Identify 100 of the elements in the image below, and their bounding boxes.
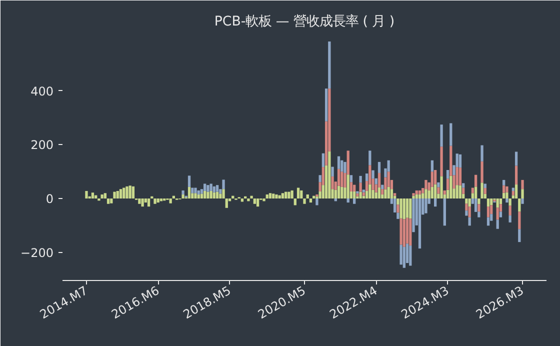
bar xyxy=(518,229,521,242)
bar xyxy=(400,198,402,218)
bar xyxy=(384,189,387,198)
bar xyxy=(506,198,508,203)
bar xyxy=(337,186,340,198)
bar xyxy=(216,192,219,198)
bar xyxy=(499,212,502,218)
bar xyxy=(225,198,228,208)
bar xyxy=(337,156,340,169)
bar xyxy=(446,178,450,190)
bar xyxy=(486,217,490,226)
bar xyxy=(456,185,458,198)
bar xyxy=(434,198,437,207)
bar xyxy=(340,172,344,187)
bar xyxy=(353,184,356,192)
bar xyxy=(400,218,402,245)
bar xyxy=(514,152,518,166)
bar xyxy=(272,194,275,198)
bar xyxy=(284,192,288,198)
bar xyxy=(182,194,184,198)
bar xyxy=(216,185,219,192)
bar xyxy=(106,198,110,204)
bar xyxy=(396,204,400,213)
bar xyxy=(309,198,312,203)
bar xyxy=(138,198,141,204)
bar xyxy=(353,192,356,198)
bar xyxy=(506,186,508,192)
bar xyxy=(372,170,374,179)
bar xyxy=(200,194,204,198)
y-tick-label: 0 xyxy=(46,192,54,206)
bar xyxy=(394,193,396,196)
bar xyxy=(141,198,144,207)
bar xyxy=(250,196,253,198)
bar xyxy=(490,198,493,206)
bar xyxy=(91,192,94,198)
bar xyxy=(430,172,434,187)
bar xyxy=(502,185,506,193)
bar xyxy=(337,168,340,186)
bar xyxy=(219,189,222,194)
bar xyxy=(406,218,409,244)
bar xyxy=(191,188,194,194)
bar xyxy=(212,186,216,192)
bar xyxy=(508,215,512,222)
bar xyxy=(462,183,465,188)
bar xyxy=(450,123,452,146)
bar xyxy=(468,198,471,207)
bar xyxy=(368,184,372,198)
bar xyxy=(521,189,524,198)
bar xyxy=(182,190,184,194)
bar xyxy=(210,190,212,198)
bar xyxy=(331,176,334,190)
bar xyxy=(194,193,197,198)
bar xyxy=(415,194,418,198)
bar xyxy=(212,192,216,198)
bar xyxy=(222,189,225,198)
bar xyxy=(508,198,512,206)
bar xyxy=(197,190,200,194)
bar xyxy=(387,186,390,198)
bar xyxy=(443,190,446,194)
bar xyxy=(362,192,365,196)
bar xyxy=(362,190,365,192)
bar xyxy=(378,187,381,198)
bar xyxy=(402,246,406,268)
bar xyxy=(471,188,474,194)
bar xyxy=(346,198,350,203)
bar xyxy=(316,198,318,206)
bar xyxy=(147,198,150,207)
bar xyxy=(484,188,486,194)
bar xyxy=(486,198,490,207)
bar xyxy=(110,198,113,204)
bar xyxy=(353,198,356,204)
bar xyxy=(458,154,462,168)
bar xyxy=(521,198,524,204)
bar xyxy=(262,198,266,202)
bar xyxy=(132,186,135,198)
bar xyxy=(300,190,303,198)
bar xyxy=(440,146,443,176)
bar xyxy=(206,192,210,198)
bar xyxy=(390,189,394,198)
bar xyxy=(424,180,428,190)
bar xyxy=(440,176,443,198)
bar xyxy=(268,193,272,198)
bar xyxy=(387,172,390,187)
bar xyxy=(512,190,514,196)
bar xyxy=(468,206,471,218)
y-tick-label: −200 xyxy=(20,246,54,260)
bar xyxy=(100,194,104,198)
bar xyxy=(400,244,402,265)
bar xyxy=(247,198,250,202)
bar xyxy=(412,198,415,232)
bar xyxy=(206,185,210,192)
bar xyxy=(502,192,506,198)
bar xyxy=(154,198,156,204)
bar xyxy=(288,192,290,198)
bar xyxy=(359,176,362,183)
bar xyxy=(465,198,468,204)
bar xyxy=(518,198,521,212)
bar xyxy=(412,196,415,198)
bar xyxy=(378,162,381,173)
bar xyxy=(194,188,197,194)
